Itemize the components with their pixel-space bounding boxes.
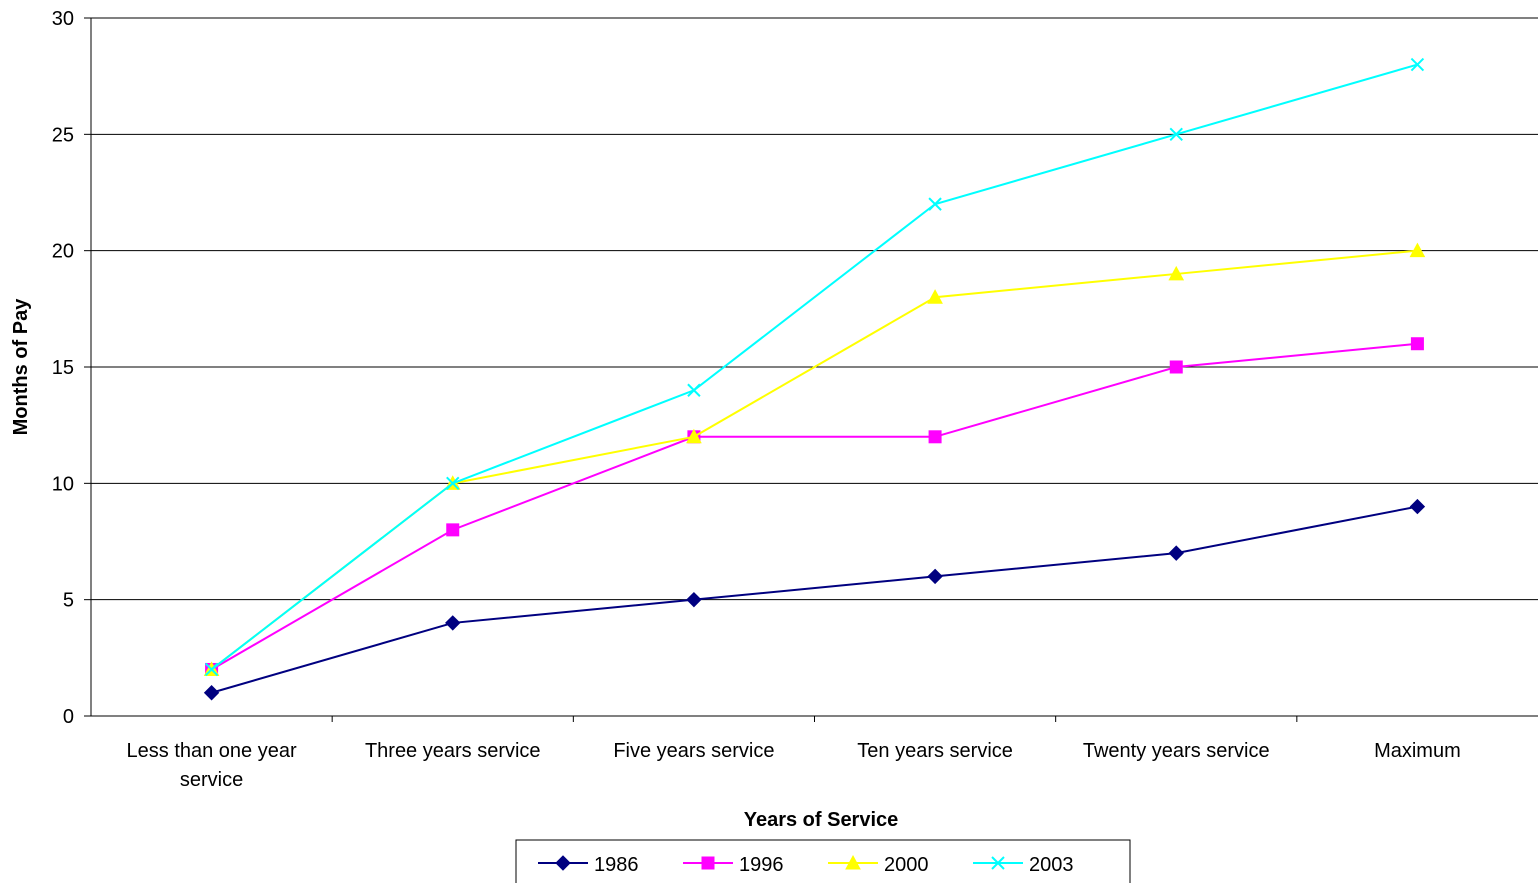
series-2000 [203,242,1426,676]
data-point-marker [1410,57,1425,72]
data-point-marker [928,430,942,444]
x-tick-label: Maximum [1374,740,1461,762]
data-point-marker [701,856,715,870]
data-point-marker [1410,337,1424,351]
y-tick-label: 5 [63,590,74,612]
legend-item-2003: 2003 [973,854,1074,876]
series-line [211,505,1418,694]
data-point-marker [555,855,571,871]
series-2003 [204,57,1425,677]
y-tick-label: 20 [52,241,74,263]
x-tick-label: Ten years service [857,740,1013,762]
data-point-marker [1168,265,1185,281]
data-point-marker [845,854,861,870]
data-point-marker [927,289,943,304]
tick-labels: 0 5 10 15 20 25 30 Less than one year service Thr… [52,8,1461,791]
data-point-marker [1168,545,1184,561]
data-point-marker [1169,127,1183,142]
series-1996 [205,337,1424,676]
x-axis-title: Years of Service [744,809,899,831]
y-tick-label: 10 [52,473,74,495]
legend-label: 2003 [1029,854,1074,876]
data-point-marker [686,591,702,608]
series-line [210,63,1418,671]
legend-label: 1986 [594,854,639,876]
legend: 1986 1996 2000 2003 [515,839,1131,883]
data-point-marker [928,197,942,211]
data-point-marker [445,615,461,631]
legend-item-2000: 2000 [828,854,929,876]
data-point-marker [1409,498,1426,515]
legend-label: 2000 [884,854,929,876]
axes [84,17,1538,722]
data-point-marker [991,856,1005,870]
series-1986 [203,498,1426,701]
series-line [211,342,1418,671]
legend-label: 1996 [739,854,784,876]
data-point-marker [203,685,220,701]
x-tick-label: Three years service [365,740,541,762]
y-tick-label: 25 [52,124,74,146]
gridlines [91,17,1538,601]
data-point-marker [927,568,943,585]
legend-item-1986: 1986 [538,854,639,876]
series-line [210,249,1418,671]
y-tick-label: 15 [52,357,74,379]
data-point-marker [446,476,460,491]
x-tick-label: Five years service [613,740,774,762]
y-axis-title: Months of Pay [10,298,32,436]
data-point-marker [446,523,460,537]
legend-item-1996: 1996 [683,854,784,876]
data-point-marker [1409,242,1426,258]
data-point-marker [687,383,701,397]
data-point-marker [204,662,219,677]
legend-box [515,839,1131,883]
data-point-marker [686,428,702,444]
series-group [203,57,1426,701]
x-tick-label: Twenty years service [1083,740,1270,762]
x-tick-label: Less than one year service [127,740,297,791]
y-tick-label: 0 [63,706,74,728]
data-point-marker [1169,360,1183,374]
y-tick-label: 30 [52,8,74,30]
